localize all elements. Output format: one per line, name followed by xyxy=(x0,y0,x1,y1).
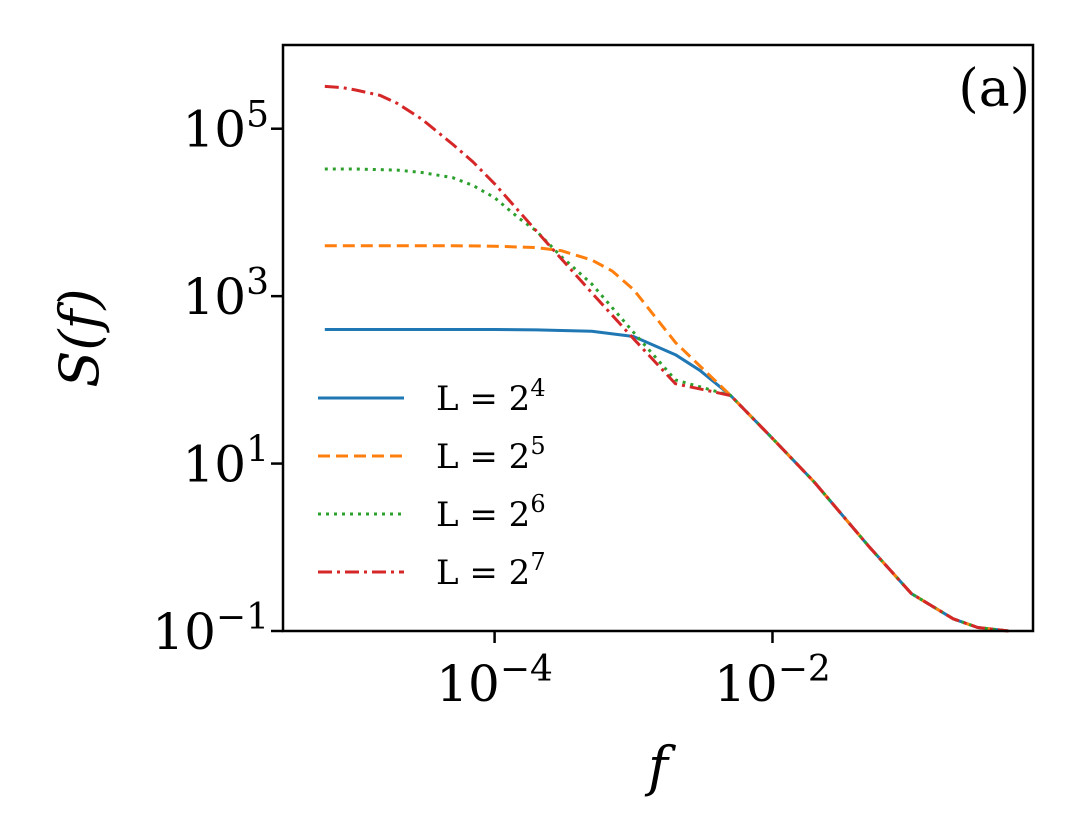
series-line-4 xyxy=(324,84,1009,633)
x-tick-label-2: 10−2 xyxy=(714,649,831,713)
series-line-3 xyxy=(324,167,1009,633)
x-axis-ticks: 10−4 10−2 xyxy=(436,631,831,713)
y-axis-label: S(f) xyxy=(48,288,111,387)
legend-label-2: L = 25 xyxy=(436,432,546,477)
plot-frame xyxy=(281,43,1035,633)
y-tick-label-4: 105 xyxy=(182,95,269,159)
legend-label-4: L = 27 xyxy=(436,548,546,593)
legend-label-1: L = 24 xyxy=(436,374,546,419)
y-tick-label-2: 101 xyxy=(182,430,269,494)
series-layer xyxy=(324,84,1009,633)
panel-label: (a) xyxy=(958,59,1030,119)
legend: L = 24 L = 25 L = 26 L = 27 xyxy=(318,374,546,593)
y-axis-ticks: 10−1 101 103 105 xyxy=(152,95,283,661)
x-tick-label-1: 10−4 xyxy=(436,649,553,713)
y-tick-label-1: 10−1 xyxy=(152,597,269,661)
series-line-2 xyxy=(324,244,1009,633)
y-tick-label-3: 103 xyxy=(182,262,269,326)
legend-label-3: L = 26 xyxy=(436,490,546,535)
x-axis-label: f xyxy=(644,735,676,798)
